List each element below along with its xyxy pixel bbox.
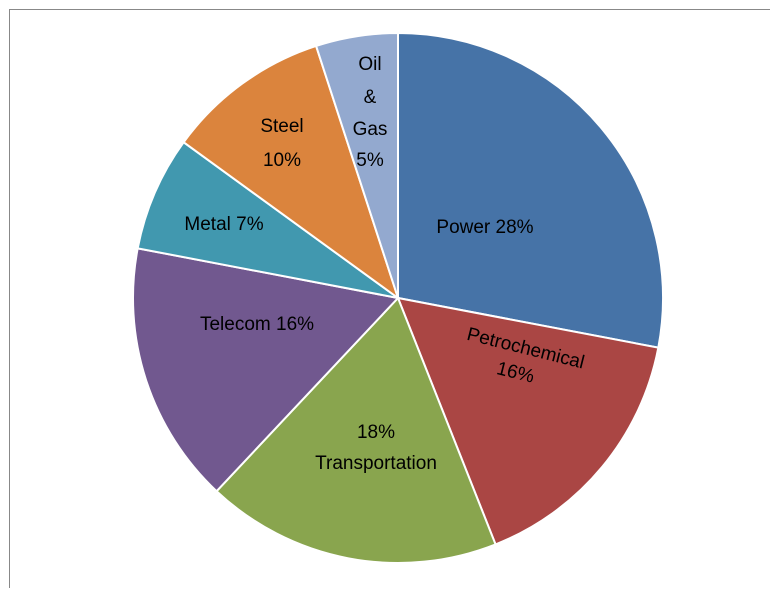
pie-slice-petrochemical — [396, 296, 660, 546]
label-telecom: Telecom 16% — [200, 314, 314, 335]
pie-slices — [132, 31, 664, 564]
label-power: Power 28% — [436, 217, 533, 238]
label-transportation-value: 18% — [357, 422, 395, 443]
pie-slice-oil-gas — [314, 31, 399, 299]
label-metal: Metal 7% — [184, 214, 263, 235]
pie-slice-steel — [182, 44, 400, 301]
pie-slice-transportation — [215, 296, 497, 564]
label-oil-3: Gas — [353, 119, 388, 140]
label-oil-1: Oil — [358, 54, 381, 75]
label-oil-4: 5% — [356, 150, 384, 171]
pie-slice-telecom — [132, 247, 400, 493]
pie-slice-power — [397, 31, 664, 349]
label-steel-value: 10% — [263, 150, 301, 171]
pie-slice-metal — [136, 140, 399, 299]
label-oil-2: & — [364, 87, 377, 108]
label-steel-name: Steel — [260, 116, 303, 137]
pie-labels: Power 28% Petrochemical 16% 18% Transpor… — [184, 54, 586, 474]
label-transportation-name: Transportation — [315, 453, 437, 474]
